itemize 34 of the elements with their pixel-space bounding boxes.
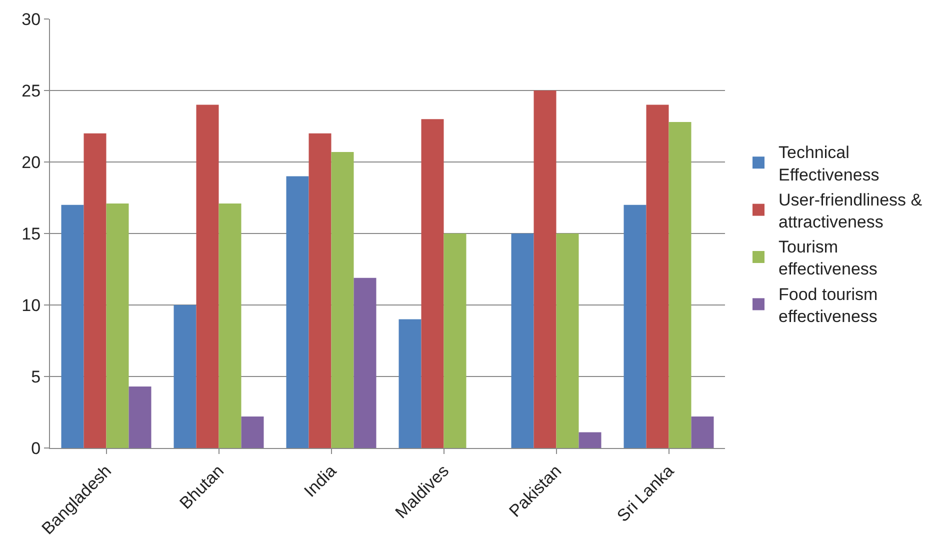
bar — [84, 133, 106, 448]
bar — [691, 416, 714, 448]
bar — [646, 104, 669, 448]
y-tick-label: 5 — [31, 367, 41, 386]
bar — [398, 319, 422, 448]
bar — [421, 119, 444, 448]
bar — [128, 386, 152, 448]
legend-label: Technical Effectiveness — [778, 143, 880, 184]
bar — [668, 122, 692, 448]
bar — [624, 204, 646, 448]
bar — [534, 90, 556, 448]
bar — [331, 152, 354, 448]
legend-label: Food tourism effectiveness — [778, 284, 878, 326]
y-tick-label: 20 — [22, 152, 41, 172]
y-tick-label: 10 — [22, 296, 41, 315]
bar — [241, 416, 264, 448]
legend-label: User-friendliness & attractiveness — [778, 190, 923, 232]
y-tick-label: 0 — [31, 438, 41, 458]
legend-label: Tourism effectiveness — [778, 238, 878, 279]
bar — [218, 203, 242, 448]
bar — [578, 432, 602, 448]
bar — [174, 305, 196, 448]
y-tick-label: 15 — [22, 224, 41, 244]
bar — [444, 234, 466, 448]
bar — [354, 278, 376, 448]
bar — [61, 204, 84, 448]
y-tick-label: 25 — [22, 81, 41, 100]
bar — [196, 104, 219, 448]
y-tick-label: 30 — [22, 10, 41, 29]
bar — [286, 176, 309, 448]
bar — [308, 133, 332, 448]
bar — [556, 234, 579, 448]
bar — [511, 234, 534, 448]
bar — [106, 203, 129, 448]
